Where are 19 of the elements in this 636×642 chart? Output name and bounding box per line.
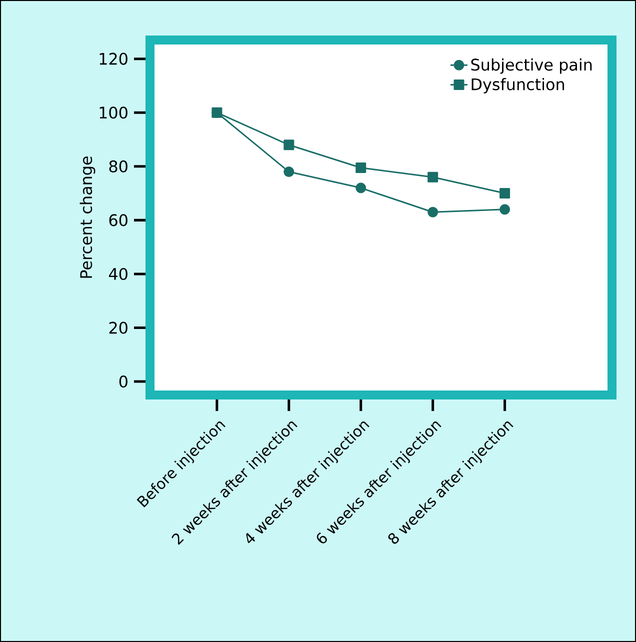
y-tick-label: 100 — [100, 106, 128, 119]
y-tick-label: 20 — [109, 322, 128, 334]
y-tick-label: 80 — [109, 160, 128, 172]
point — [500, 188, 510, 199]
legend-label: Dysfunction — [472, 78, 564, 94]
point — [428, 206, 438, 218]
point — [284, 166, 294, 178]
point — [212, 107, 222, 118]
point — [356, 182, 366, 194]
point — [500, 204, 510, 215]
y-tick-label: 0 — [119, 376, 128, 388]
y-tick-label: 120 — [100, 52, 128, 65]
point — [284, 140, 294, 150]
point — [428, 172, 438, 182]
y-tick-label: 60 — [109, 214, 128, 226]
y-tick-label: 40 — [108, 268, 128, 280]
legend-label: Subjective pain — [471, 58, 592, 74]
point — [356, 162, 366, 173]
y-axis-title: Percent change — [80, 156, 96, 278]
